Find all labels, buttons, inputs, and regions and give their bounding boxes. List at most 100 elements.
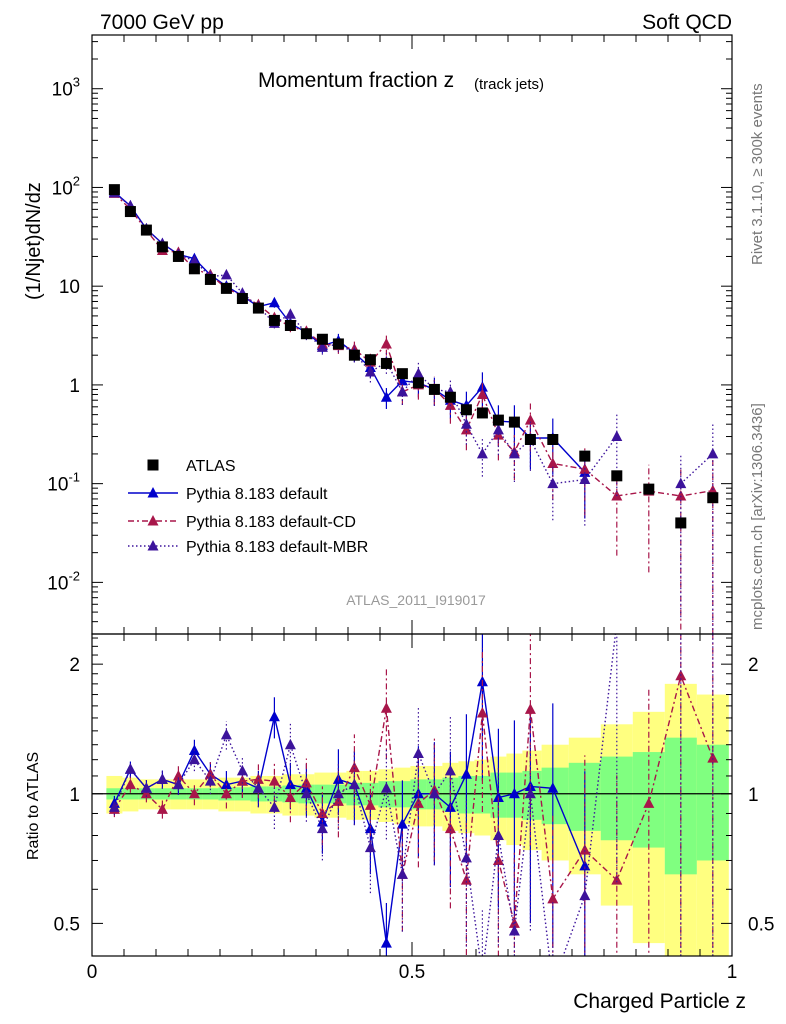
legend: ATLAS Pythia 8.183 default Pythia 8.183 de… (128, 458, 368, 556)
ratio-point (284, 738, 296, 750)
data-point (707, 447, 719, 459)
ratio-point (156, 803, 168, 814)
ratio-point (316, 807, 328, 818)
series-atlas (108, 184, 719, 529)
legend-label: Pythia 8.183 default-MBR (186, 539, 368, 556)
header-left: 7000 GeV pp (100, 11, 224, 34)
ratio-point (492, 829, 504, 841)
ratio-point (364, 841, 376, 853)
data-point (348, 349, 360, 361)
ratio-y-tick-label-right: 1 (748, 785, 759, 806)
ratio-point (579, 889, 591, 901)
ratio-point (300, 787, 312, 799)
ratio-point (460, 768, 472, 779)
data-point (220, 282, 232, 294)
ratio-point (268, 710, 280, 722)
data-point (412, 377, 424, 389)
data-point (236, 293, 248, 305)
ratio-y-tick-label: 1 (69, 785, 80, 806)
data-point (284, 319, 296, 331)
ratio-point (444, 822, 456, 834)
ratio-point (444, 764, 456, 776)
x-tick-label: 1 (727, 962, 738, 983)
ratio-point (124, 778, 136, 790)
data-point (524, 433, 536, 445)
data-point (492, 423, 504, 435)
ratio-series-group (108, 616, 719, 956)
series-line (113, 192, 618, 485)
data-point (396, 385, 408, 397)
ratio-point (380, 702, 392, 713)
data-point (508, 447, 520, 459)
data-point (611, 430, 623, 442)
data-point (492, 414, 504, 426)
data-point (579, 473, 591, 485)
ratio-point (396, 868, 408, 879)
analysis-tag: ATLAS_2011_I919017 (346, 592, 486, 608)
x-tick-label: 0 (87, 962, 98, 983)
series-pythia-8-183-default-cd (108, 187, 719, 634)
data-point (396, 368, 408, 380)
data-point (428, 383, 440, 395)
uncertainty-bands (92, 683, 732, 956)
data-point (547, 433, 559, 445)
ratio-point (268, 801, 280, 812)
rivet-label: Rivet 3.1.10, ≥ 300k events (749, 83, 766, 265)
data-point (444, 399, 456, 410)
data-point (643, 483, 655, 495)
ratio-point (172, 769, 184, 781)
data-point (460, 404, 472, 416)
data-point (172, 250, 184, 262)
data-point (476, 447, 488, 459)
data-point (204, 273, 216, 285)
legend-label: Pythia 8.183 default (186, 486, 328, 503)
ratio-point (204, 775, 216, 786)
header-right: Soft QCD (642, 11, 732, 34)
ratio-point (460, 851, 472, 863)
ratio-point (236, 764, 248, 776)
ratio-point (172, 778, 184, 790)
series-line (680, 453, 714, 485)
ratio-point (348, 778, 360, 790)
legend-label: ATLAS (186, 458, 236, 475)
legend-item: Pythia 8.183 default-MBR (128, 539, 368, 556)
data-point (380, 337, 392, 349)
ratio-point (252, 782, 264, 793)
main-panel: 10-2 10-1 1 10 102 103 Momentum fraction z (t… (23, 34, 733, 635)
y-tick-label: 10 (59, 277, 80, 298)
y-tick-label: 1 (69, 376, 80, 397)
ratio-point (380, 782, 392, 793)
ratio-y-tick-label: 2 (69, 655, 80, 676)
data-point (380, 357, 392, 369)
x-axis-label: Charged Particle z (573, 990, 746, 1013)
data-point (284, 308, 296, 319)
y-tick-label: 103 (52, 75, 80, 101)
ratio-point (611, 874, 623, 885)
data-point (460, 423, 472, 435)
data-point (220, 268, 232, 280)
ratio-point (547, 892, 559, 904)
ratio-point (508, 925, 520, 936)
ratio-point (284, 791, 296, 803)
data-point (268, 296, 280, 308)
ratio-point (460, 874, 472, 885)
reference-label: mcplots.cern.ch [arXiv:1306.3436] (749, 403, 766, 630)
data-point (188, 263, 200, 275)
ratio-point (611, 616, 622, 627)
ratio-y-tick-label-right: 0.5 (748, 914, 774, 935)
ratio-panel: 0.5 0.51 12 2 0 0.5 1 Ratio to ATLAS Charged … (25, 35, 774, 1013)
series-line (113, 192, 713, 497)
data-point (675, 489, 687, 501)
legend-marker (147, 487, 159, 498)
ratio-point (124, 763, 136, 774)
y-tick-label: 10-1 (47, 470, 80, 496)
main-y-axis: 10-2 10-1 1 10 102 103 (47, 41, 732, 635)
ratio-y-tick-label: 0.5 (54, 914, 80, 935)
data-point (579, 450, 591, 462)
data-point (460, 418, 472, 429)
data-point (364, 354, 376, 366)
ratio-point (428, 787, 440, 799)
ratio-point (316, 822, 328, 834)
ratio-point (508, 787, 520, 799)
ratio-point (332, 787, 344, 799)
